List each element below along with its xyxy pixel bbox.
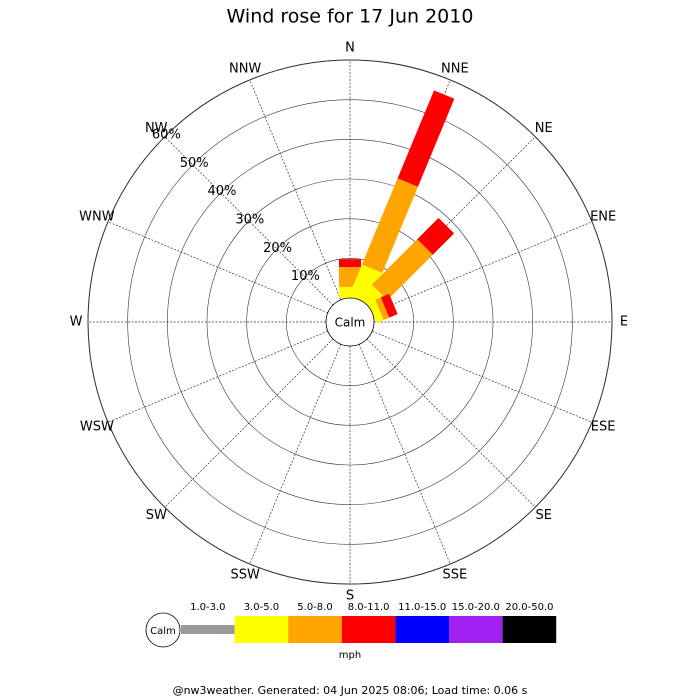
legend-calm (145, 612, 181, 648)
legend-swatch (395, 616, 449, 643)
legend-swatch (449, 616, 503, 643)
bar-segment (380, 293, 398, 318)
legend-swatch (502, 616, 557, 643)
legend-label: 1.0-3.0 (190, 602, 225, 613)
legend-swatch (288, 616, 342, 643)
r-tick-label: 40% (208, 184, 237, 199)
spoke (372, 330, 593, 423)
footer: @nw3weather. Generated: 04 Jun 2025 08:0… (173, 684, 528, 697)
chart-title: Wind rose for 17 Jun 2010 (227, 6, 474, 28)
direction-label: N (345, 41, 355, 56)
r-tick-label: 10% (291, 269, 320, 284)
spoke (366, 338, 536, 508)
grid-ring (246, 218, 454, 426)
direction-label: WNW (79, 210, 115, 225)
spoke (358, 344, 451, 565)
direction-label: W (70, 315, 83, 330)
r-tick-label: 30% (235, 213, 264, 228)
direction-label: NW (145, 121, 168, 136)
bar-segment (361, 178, 418, 273)
legend-label: 3.0-5.0 (244, 602, 279, 613)
legend-label: 11.0-15.0 (398, 602, 446, 613)
legend-label: 20.0-50.0 (505, 602, 553, 613)
unit-label: mph (339, 650, 361, 661)
spoke (164, 136, 334, 306)
legend-label: 15.0-20.0 (452, 602, 500, 613)
bar-segment (367, 299, 384, 323)
legend-swatch (341, 616, 396, 643)
direction-label: NNE (441, 61, 469, 76)
legend-calm-label: Calm (150, 626, 176, 637)
r-tick-label: 20% (263, 241, 292, 256)
direction-label: ENE (590, 210, 616, 225)
direction-label: S (346, 589, 354, 604)
direction-label: SSE (442, 568, 467, 583)
direction-label: WSW (80, 419, 114, 434)
spoke (164, 338, 334, 508)
bar-segment (339, 286, 361, 298)
r-tick-label: 60% (152, 128, 181, 143)
grid-ring (87, 59, 613, 585)
direction-label: ESE (591, 419, 616, 434)
legend-swatch (234, 616, 289, 643)
grid-ring (127, 99, 573, 545)
bar-segment (349, 264, 383, 305)
legend-label: 8.0-11.0 (348, 602, 390, 613)
spoke (107, 221, 328, 314)
spoke (249, 79, 342, 300)
direction-label: SSW (230, 568, 260, 583)
bar-segment (339, 259, 361, 268)
direction-label: NNW (229, 61, 261, 76)
spoke (372, 221, 593, 314)
calm-label: Calm (335, 316, 366, 330)
bar-segment (371, 239, 433, 301)
spoke (249, 344, 342, 565)
direction-label: SW (146, 508, 167, 523)
calm-circle (325, 297, 375, 347)
legend-label: 5.0-8.0 (297, 602, 332, 613)
bar-segment (375, 297, 390, 320)
spoke (107, 330, 328, 423)
legend-swatch (181, 625, 235, 634)
direction-label: NE (535, 121, 553, 136)
direction-label: SE (536, 508, 552, 523)
direction-label: E (620, 315, 628, 330)
bar-segment (417, 217, 455, 255)
bar-segment (397, 90, 455, 187)
r-tick-label: 50% (180, 156, 209, 171)
